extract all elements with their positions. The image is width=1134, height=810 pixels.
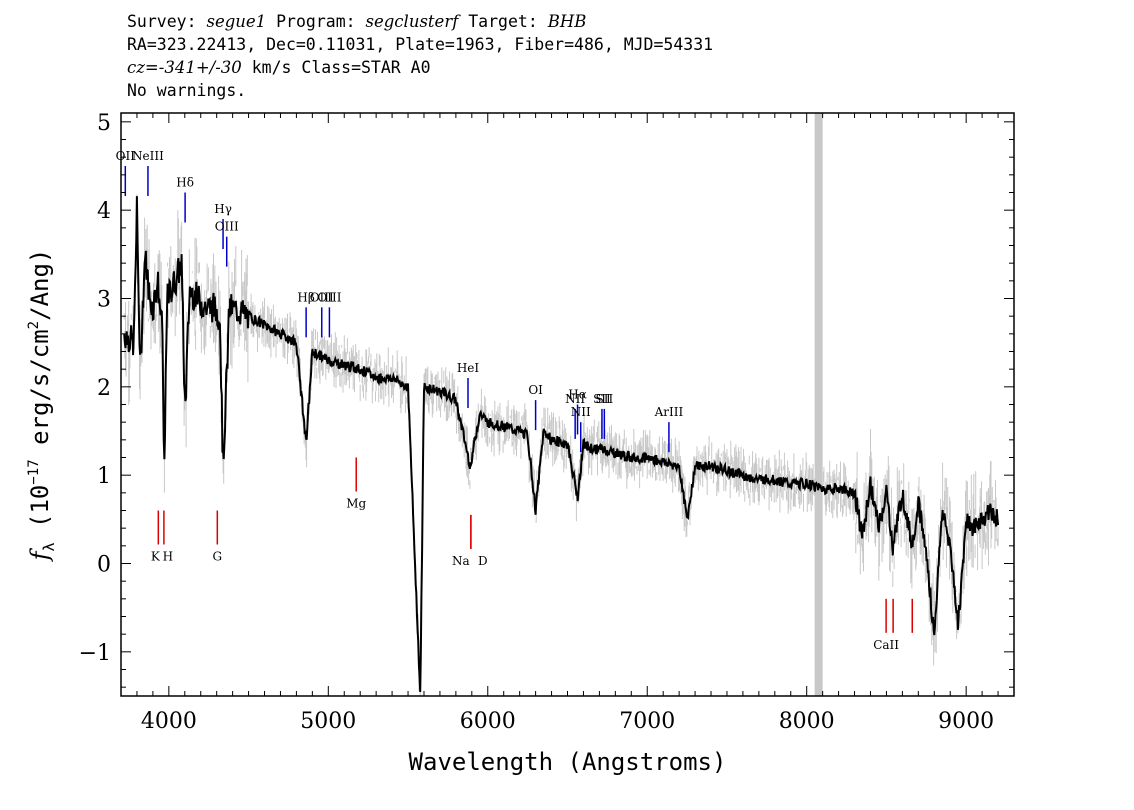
emission-line-label: OIII — [310, 290, 334, 304]
emission-line-label: OI — [528, 383, 543, 397]
header-line-survey: Survey: segue1 Program: segclusterf Targ… — [127, 12, 587, 31]
emission-line-label: SII — [593, 392, 611, 406]
masked-region — [814, 113, 823, 696]
x-tick-label: 5000 — [300, 709, 356, 734]
x-tick-label: 6000 — [460, 709, 516, 734]
y-tick-label: 3 — [97, 288, 111, 313]
x-tick-label: 9000 — [938, 709, 994, 734]
x-tick-label: 7000 — [619, 709, 675, 734]
header-line-warnings: No warnings. — [127, 81, 247, 100]
spectrum-header: Survey: segue1 Program: segclusterf Targ… — [127, 10, 713, 102]
y-tick-label: 2 — [97, 376, 111, 401]
absorption-line-label: H — [163, 550, 173, 564]
emission-line-label: Hγ — [214, 202, 232, 216]
x-axis-title: Wavelength (Angstroms) — [409, 748, 727, 776]
absorption-line-label: G — [213, 550, 223, 564]
y-tick-label: −1 — [79, 641, 111, 666]
cz-value: -341+/-30 — [158, 58, 242, 77]
header-line-redshift: cz=-341+/-30 km/s Class=STAR A0 — [127, 58, 431, 77]
emission-line-label: NeIII — [132, 149, 164, 163]
emission-line-label: HeI — [457, 361, 480, 375]
emission-line-label: Hβ — [297, 290, 314, 304]
absorption-line-label: Na — [452, 554, 470, 568]
header-line-coordinates: RA=323.22413, Dec=0.11031, Plate=1963, F… — [127, 35, 714, 54]
emission-line-label: Hα — [568, 388, 587, 402]
target-value: BHB — [547, 12, 587, 31]
plot-area: OIINeIIIHδHγOIIIHβOIIIOIIIHeIOINIIHαNIIS… — [116, 113, 1000, 696]
absorption-line-label: K — [151, 550, 161, 564]
flux-line — [123, 196, 1000, 693]
emission-line-label: OIII — [215, 220, 239, 234]
absorption-line-label: CaII — [873, 638, 899, 652]
emission-line-label: NII — [571, 405, 591, 419]
y-tick-label: 1 — [97, 464, 111, 489]
plot-clip-group — [123, 113, 1000, 696]
program-value: segclusterf — [365, 12, 459, 31]
x-tick-label: 4000 — [141, 709, 197, 734]
y-axis-title: fλ (10−17 erg/s/cm2/Ang) — [26, 249, 58, 563]
y-tick-label: 4 — [97, 199, 111, 224]
emission-line-label: Hδ — [176, 176, 194, 190]
emission-line-label: OIII — [317, 290, 341, 304]
survey-value: segue1 — [206, 12, 267, 31]
x-tick-label: 8000 — [779, 709, 835, 734]
y-tick-label: 5 — [97, 111, 111, 136]
emission-line-label: SII — [595, 392, 613, 406]
absorption-line-label: D — [478, 554, 488, 568]
absorption-line-label: Mg — [346, 497, 366, 511]
emission-line-label: NII — [565, 392, 585, 406]
axes: 4000 5000 6000 7000 8000 9000 −1 0 1 2 3 4 5 — [79, 111, 1015, 734]
y-tick-label: 0 — [97, 553, 111, 578]
error-band — [123, 194, 999, 696]
emission-line-label: ArIII — [654, 405, 684, 419]
